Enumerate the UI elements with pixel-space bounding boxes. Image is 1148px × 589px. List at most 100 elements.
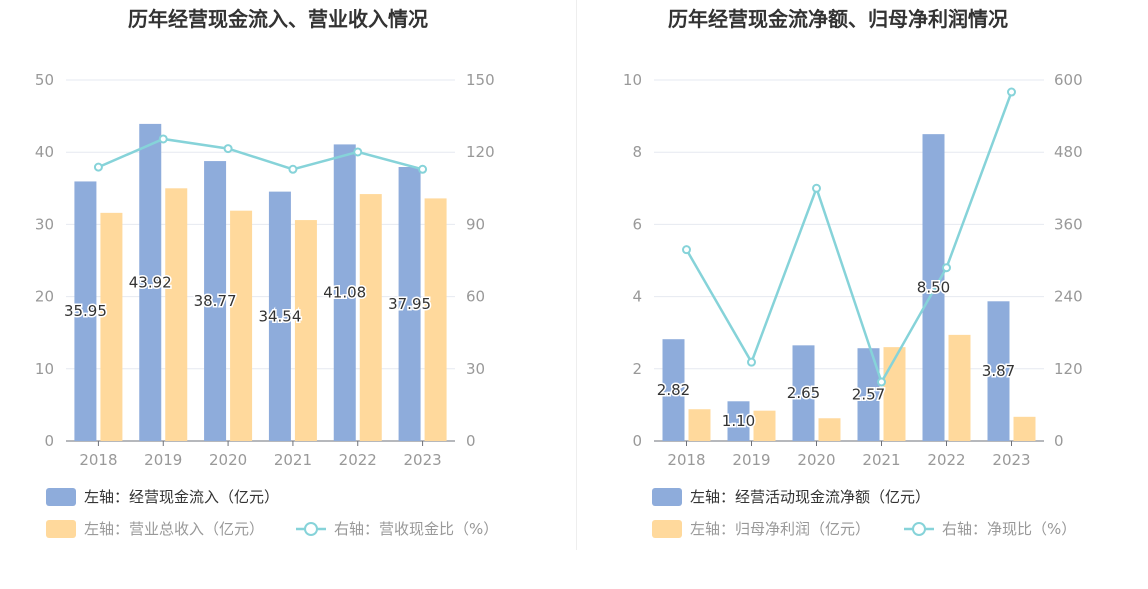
bar-secondary [688,409,711,441]
right-axis-tick-label: 240 [1054,288,1083,306]
line-point [353,147,363,157]
legend-label: 左轴：经营活动现金流净额（亿元） [690,488,930,506]
legend-item: 右轴：净现比（%） [904,520,1076,538]
legend-label: 左轴：归母净利润（亿元） [690,520,870,538]
bar-primary [398,167,421,441]
line-point [877,377,886,387]
data-label: 2.57 [852,386,885,404]
data-label: 43.92 [129,273,172,291]
data-label: 3.87 [982,362,1015,380]
data-label: 2.82 [657,381,690,399]
bar-secondary [948,334,971,441]
chart-cash-inflow-revenue: 历年经营现金流入、营业收入情况 0 0 10 30 20 60 30 90 40 120 50 150… [35,7,498,538]
data-label: 1.10 [722,412,755,430]
left-axis-tick-label: 10 [35,360,54,378]
data-label: 38.77 [194,292,237,310]
left-axis-tick-label: 6 [632,215,642,233]
bar-primary [727,401,750,441]
right-axis-tick-label: 60 [466,288,485,306]
right-axis-tick-label: 0 [1054,432,1064,450]
bar-primary [922,134,945,441]
bar-secondary [165,188,188,441]
bar-primary [987,301,1010,441]
bar-secondary [424,198,447,441]
left-axis-tick-label: 8 [632,143,642,161]
x-axis-tick-label: 2020 [209,451,247,469]
x-axis-tick-label: 2023 [992,451,1030,469]
bar-primary [139,123,162,442]
right-axis-tick-label: 150 [466,71,495,89]
line-point [1007,87,1016,97]
bar-secondary [818,418,841,441]
legend-label: 左轴：营业总收入（亿元） [84,520,264,538]
bar-primary [204,161,227,441]
right-axis-tick-label: 120 [466,143,495,161]
bar-secondary [294,220,317,441]
legend-label: 右轴：净现比（%） [942,520,1076,538]
right-axis-tick-label: 120 [1054,360,1083,378]
x-axis-tick-label: 2019 [144,451,182,469]
legend-item: 左轴：经营现金流入（亿元） [46,488,279,506]
legend-item: 左轴：归母净利润（亿元） [652,520,870,538]
x-axis-tick-label: 2023 [403,451,441,469]
line-point [158,134,168,144]
bar-primary [857,348,880,441]
bar-primary [74,181,97,442]
left-axis-tick-label: 30 [35,215,54,233]
left-axis-tick-label: 0 [44,432,54,450]
right-axis-tick-label: 90 [466,215,485,233]
legend-swatch [652,488,682,506]
left-axis-tick-label: 10 [623,71,642,89]
left-axis-tick-label: 0 [632,432,642,450]
chart-title: 历年经营现金流入、营业收入情况 [128,7,428,31]
data-label: 8.50 [917,279,950,297]
line-point [93,162,103,172]
chart-net-cash-flow-profit: 历年经营现金流净额、归母净利润情况 0 0 2 120 4 240 6 360 8 480 10 60… [623,7,1083,538]
line-point [682,245,691,255]
x-axis-tick-label: 2018 [667,451,705,469]
legend-item: 左轴：营业总收入（亿元） [46,520,264,538]
bar-primary [662,339,685,441]
right-axis-tick-label: 0 [466,432,476,450]
x-axis-tick-label: 2022 [927,451,965,469]
left-axis-tick-label: 40 [35,143,54,161]
series-line [685,91,1013,386]
panel-divider [576,0,577,550]
legend-item: 右轴：营收现金比（%） [296,520,498,538]
right-axis-tick-label: 600 [1054,71,1083,89]
x-axis-tick-label: 2021 [274,451,312,469]
data-label: 35.95 [64,302,107,320]
left-axis-tick-label: 2 [632,360,642,378]
line-point [747,357,756,367]
legend-swatch [46,488,76,506]
series-line [97,137,423,171]
legend-swatch [652,520,682,538]
right-axis-tick-label: 30 [466,360,485,378]
left-axis-tick-label: 4 [632,288,642,306]
chart-title: 历年经营现金流净额、归母净利润情况 [668,7,1008,31]
bar-secondary [1013,416,1036,441]
data-label: 2.65 [787,384,820,402]
bar-secondary [100,212,123,441]
left-axis-tick-label: 50 [35,71,54,89]
line-point [812,183,821,193]
line-point [223,144,233,154]
left-axis-tick-label: 20 [35,288,54,306]
x-axis-tick-label: 2021 [862,451,900,469]
right-axis-tick-label: 480 [1054,143,1083,161]
bar-secondary [753,410,776,441]
legend-marker [304,522,318,536]
line-point [418,164,428,174]
data-label: 34.54 [258,307,301,325]
legend-label: 左轴：经营现金流入（亿元） [84,488,279,506]
line-point [288,164,298,174]
right-axis-tick-label: 360 [1054,215,1083,233]
x-axis-tick-label: 2020 [797,451,835,469]
x-axis-tick-label: 2019 [732,451,770,469]
legend-swatch [46,520,76,538]
bar-secondary [230,210,253,441]
line-point [942,263,951,273]
bar-primary [268,191,291,441]
data-label: 37.95 [388,295,431,313]
x-axis-tick-label: 2018 [79,451,117,469]
